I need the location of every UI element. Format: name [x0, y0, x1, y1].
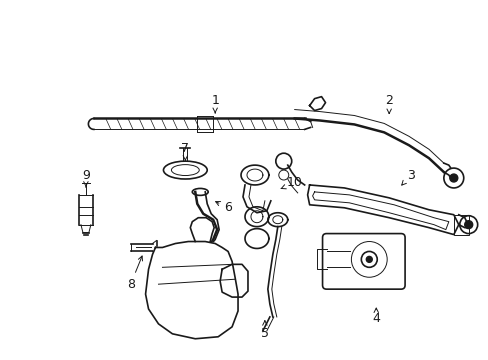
Text: 4: 4	[371, 308, 379, 325]
Text: 9: 9	[82, 168, 90, 187]
Text: 8: 8	[126, 256, 142, 291]
Polygon shape	[145, 242, 238, 339]
Text: 5: 5	[261, 321, 268, 340]
Text: 1: 1	[211, 94, 219, 113]
Polygon shape	[220, 264, 247, 297]
Text: 3: 3	[401, 168, 414, 185]
Polygon shape	[190, 218, 214, 242]
Circle shape	[464, 221, 472, 229]
Text: 7: 7	[181, 142, 189, 161]
Text: 10: 10	[281, 176, 302, 189]
Text: 2: 2	[385, 94, 392, 113]
Circle shape	[449, 174, 457, 182]
Circle shape	[366, 256, 371, 262]
Text: 6: 6	[215, 201, 232, 214]
